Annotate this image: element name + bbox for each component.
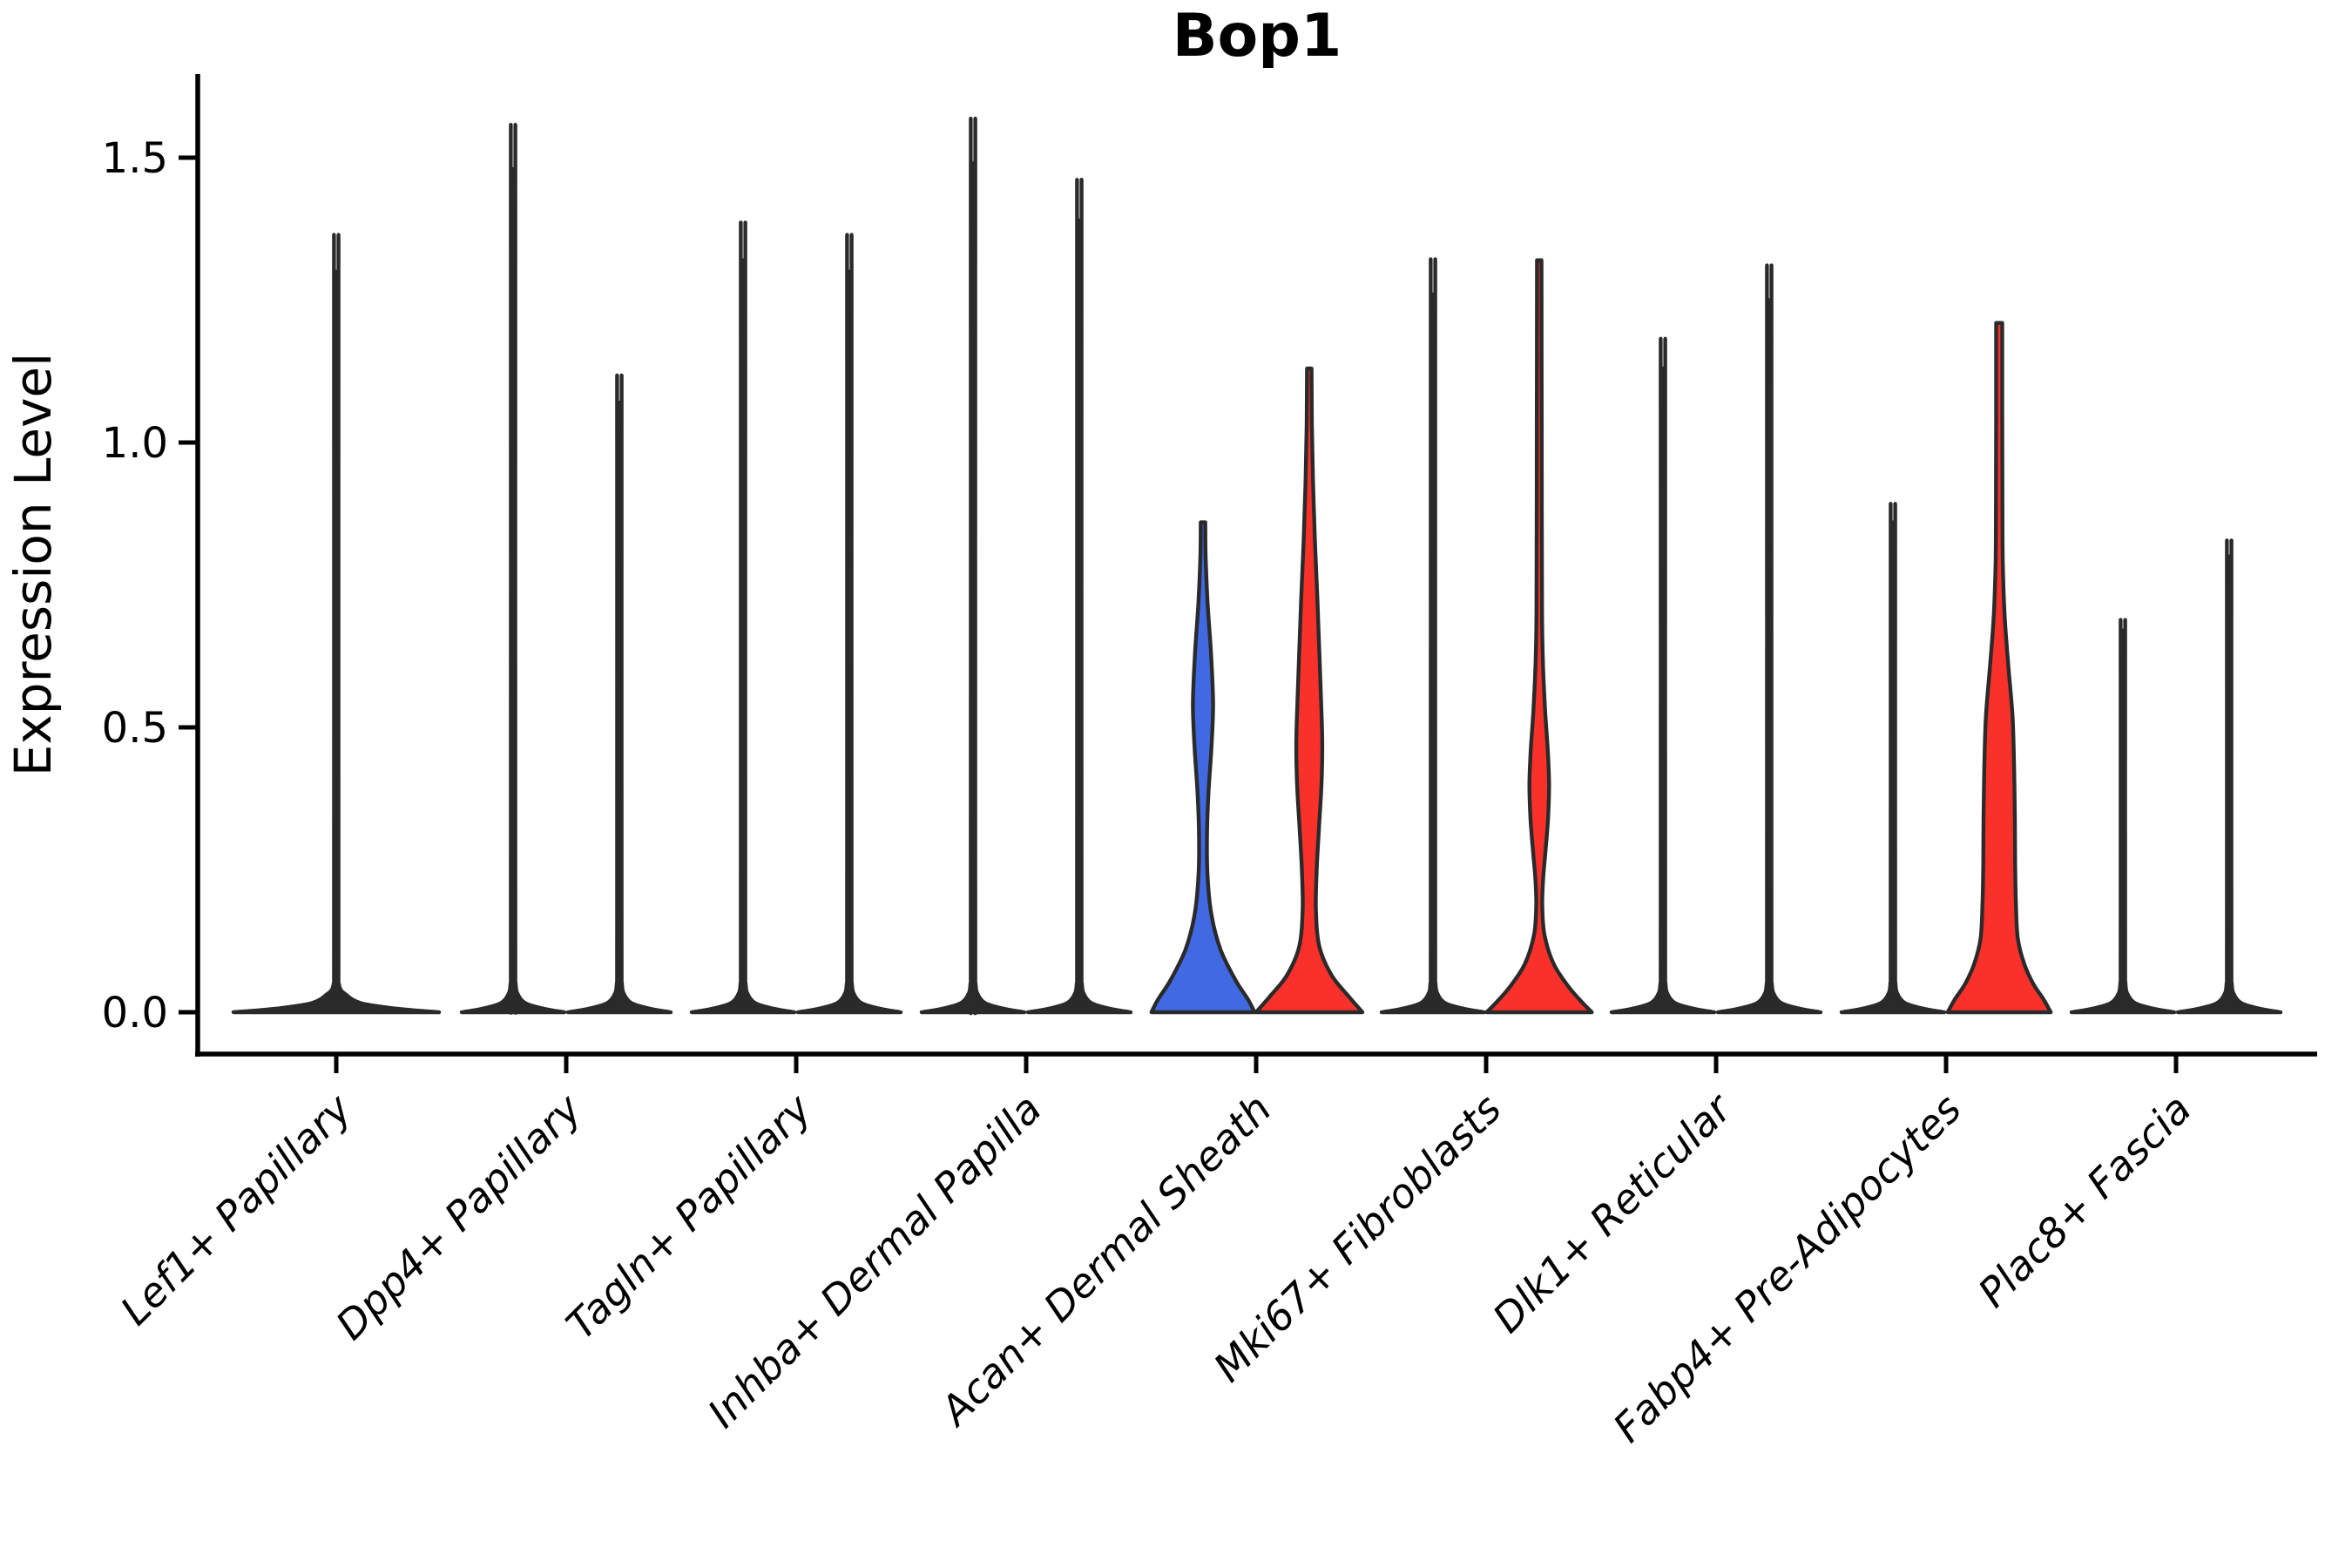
violin-Plac8+-right xyxy=(2175,538,2283,1015)
x-tick-label: Dlk1+ Reticular xyxy=(1484,1083,1742,1342)
x-tick-label: Tagln+ Papillary xyxy=(557,1085,821,1348)
y-axis-ticks: 0.0 0.5 1.0 1.5 xyxy=(102,134,198,1037)
violin-Dlk1+-right xyxy=(1715,263,1823,1015)
violin-Lef1+-center xyxy=(231,233,442,1015)
y-tick-label: 1.0 xyxy=(102,419,168,468)
plot-title: Bop1 xyxy=(1173,2,1342,71)
violin-Tagln+-right xyxy=(795,233,903,1015)
violin-Mki67+-right xyxy=(1484,258,1594,1015)
violin-Plac8+-left xyxy=(2069,618,2177,1015)
x-tick-label: Dpp4+ Papillary xyxy=(327,1085,591,1348)
y-tick-label: 0.5 xyxy=(102,704,168,753)
violin-Fabp4+-right xyxy=(1945,321,2053,1015)
violin-Mki67+-left xyxy=(1379,257,1487,1015)
violin-Inhba+-left xyxy=(919,116,1027,1016)
x-tick-label: Plac8+ Fascia xyxy=(1969,1085,2200,1316)
violin-Dpp4+-right xyxy=(565,373,673,1015)
y-tick-label: 0.0 xyxy=(102,989,168,1037)
violin-Fabp4+-left xyxy=(1839,502,1947,1015)
y-axis-label: Expression Level xyxy=(3,353,63,776)
y-tick-label: 1.5 xyxy=(102,134,168,183)
violin-Dpp4+-left xyxy=(459,122,567,1015)
violin-Dlk1+-left xyxy=(1609,336,1717,1015)
violin-series xyxy=(231,116,2283,1016)
violin-Acan+-right xyxy=(1254,366,1365,1015)
violin-Tagln+-left xyxy=(689,220,797,1015)
violin-Inhba+-right xyxy=(1025,178,1133,1015)
violin-Acan+-left xyxy=(1149,520,1257,1015)
x-tick-label: Lef1+ Papillary xyxy=(112,1085,361,1334)
